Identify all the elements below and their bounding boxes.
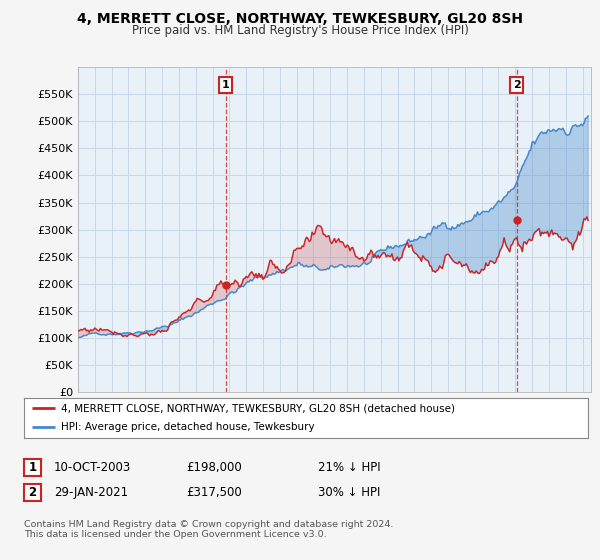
Text: 2: 2 (28, 486, 37, 500)
Text: 29-JAN-2021: 29-JAN-2021 (54, 486, 128, 500)
Text: 4, MERRETT CLOSE, NORTHWAY, TEWKESBURY, GL20 8SH: 4, MERRETT CLOSE, NORTHWAY, TEWKESBURY, … (77, 12, 523, 26)
Text: £198,000: £198,000 (186, 461, 242, 474)
Text: 2: 2 (513, 80, 521, 90)
Text: 1: 1 (222, 80, 230, 90)
Text: Contains HM Land Registry data © Crown copyright and database right 2024.
This d: Contains HM Land Registry data © Crown c… (24, 520, 394, 539)
Text: 30% ↓ HPI: 30% ↓ HPI (318, 486, 380, 500)
Text: 1: 1 (28, 461, 37, 474)
Text: 4, MERRETT CLOSE, NORTHWAY, TEWKESBURY, GL20 8SH (detached house): 4, MERRETT CLOSE, NORTHWAY, TEWKESBURY, … (61, 404, 455, 413)
Text: Price paid vs. HM Land Registry's House Price Index (HPI): Price paid vs. HM Land Registry's House … (131, 24, 469, 36)
Text: HPI: Average price, detached house, Tewkesbury: HPI: Average price, detached house, Tewk… (61, 422, 314, 432)
Text: 21% ↓ HPI: 21% ↓ HPI (318, 461, 380, 474)
Text: 10-OCT-2003: 10-OCT-2003 (54, 461, 131, 474)
Text: £317,500: £317,500 (186, 486, 242, 500)
